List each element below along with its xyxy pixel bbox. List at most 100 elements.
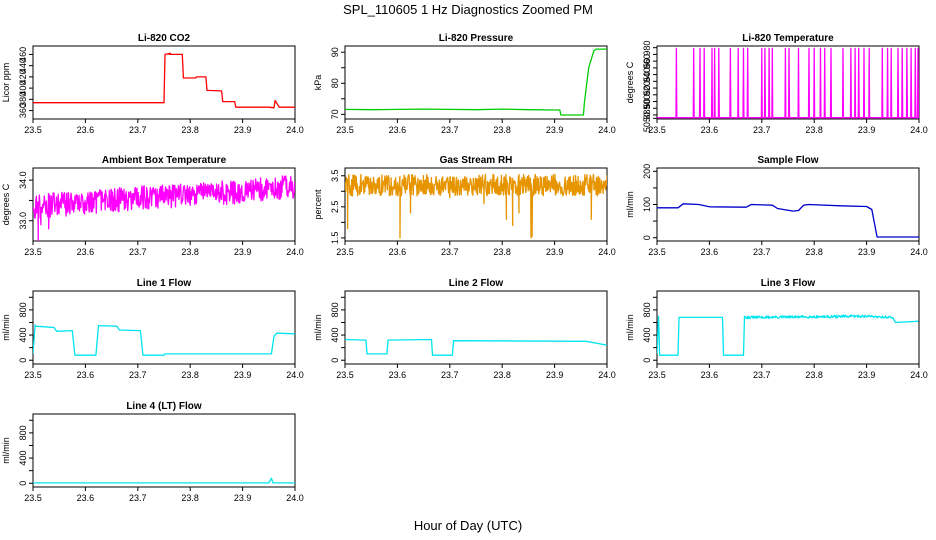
y-tick-label: 50.900 [642,94,652,122]
y-axis-label: percent [313,189,323,220]
x-tick-label: 23.7 [129,370,147,380]
x-tick-label: 23.6 [77,493,95,503]
plot-frame [32,45,296,120]
series-line [33,52,295,109]
y-tick-label: 50.960 [642,54,652,82]
y-tick-label: 3.5 [330,170,340,183]
y-tick-label: 0 [330,358,340,363]
y-tick-label: 400 [18,328,28,343]
y-axis-label: degrees C [625,61,635,103]
y-tick-label: 50.885 [642,105,652,133]
x-tick-label: 23.7 [753,125,771,135]
y-tick-label: 800 [642,302,652,317]
x-tick-label: 23.8 [805,125,823,135]
chart-panel: Line 2 Flow 23.5 23.6 23.7 23.8 23.9 24.0 0 400 8… [313,278,616,380]
y-axis-label: ml/min [625,314,635,341]
series-line [33,324,295,356]
x-tick-label: 23.6 [389,125,407,135]
x-tick-label: 24.0 [910,125,928,135]
plot-frame [344,167,608,242]
series-line [33,477,295,484]
chart-panel: Ambient Box Temperature 23.5 23.6 23.7 23.8 2… [1,155,304,257]
panel-title: Line 2 Flow [449,278,504,289]
y-axis-label: kPa [313,75,323,91]
y-tick-label: 100 [642,197,652,212]
y-tick-label: 400 [18,451,28,466]
plot-frame [656,45,920,120]
series-line [33,175,295,241]
x-tick-label: 23.9 [234,493,252,503]
panel-grid: Li-820 CO2 23.5 23.6 23.7 23.8 23.9 24.0 360380… [1,33,928,503]
y-tick-label: 420 [18,69,28,84]
y-tick-label: 400 [642,328,652,343]
series-line [345,338,607,356]
y-tick-label: 1.5 [330,232,340,245]
y-tick-label: 800 [18,425,28,440]
x-tick-label: 23.9 [234,370,252,380]
x-tick-label: 23.7 [441,370,459,380]
y-tick-label: 80 [330,78,340,88]
y-tick-label: 2.5 [330,201,340,214]
x-tick-label: 24.0 [286,125,304,135]
x-tick-label: 23.5 [24,125,42,135]
panel-title: Line 1 Flow [137,278,192,289]
panel-title: Ambient Box Temperature [102,155,227,166]
y-tick-label: 0 [18,358,28,363]
x-tick-label: 23.5 [24,493,42,503]
series-line [345,173,607,239]
y-tick-label: 460 [18,47,28,62]
x-tick-label: 23.7 [441,125,459,135]
y-axis-label: Licor ppm [1,63,11,103]
plot-frame [656,290,920,365]
chart-panel: Gas Stream RH 23.5 23.6 23.7 23.8 23.9 24.0 1.5… [313,155,616,257]
y-axis-label: ml/min [625,191,635,218]
y-tick-label: 0 [18,481,28,486]
panel-title: Sample Flow [757,155,818,166]
x-tick-label: 23.7 [129,125,147,135]
chart-panel: Line 3 Flow 23.5 23.6 23.7 23.8 23.9 24.0 0 400 8… [625,278,928,380]
figure-title: SPL_110605 1 Hz Diagnostics Zoomed PM [343,2,593,17]
x-tick-label: 23.7 [129,493,147,503]
y-tick-label: 380 [18,92,28,107]
x-tick-label: 23.7 [441,247,459,257]
x-tick-label: 24.0 [286,370,304,380]
x-tick-label: 24.0 [910,370,928,380]
chart-panel: Li-820 CO2 23.5 23.6 23.7 23.8 23.9 24.0 360380… [1,33,304,135]
x-tick-label: 23.8 [493,370,511,380]
y-axis-label: degrees C [1,183,11,225]
chart-panel: Line 4 (LT) Flow 23.5 23.6 23.7 23.8 23.9 24.0… [1,401,304,503]
x-tick-label: 23.9 [858,247,876,257]
x-tick-label: 24.0 [286,493,304,503]
x-tick-label: 23.6 [701,370,719,380]
x-tick-label: 23.5 [648,370,666,380]
x-tick-label: 23.6 [701,247,719,257]
plot-frame [32,413,296,488]
x-tick-label: 23.9 [234,247,252,257]
x-tick-label: 23.6 [77,370,95,380]
y-tick-label: 70 [330,109,340,119]
x-tick-label: 24.0 [598,247,616,257]
x-tick-label: 23.6 [389,370,407,380]
y-tick-label: 400 [18,81,28,96]
x-tick-label: 23.7 [753,247,771,257]
x-tick-label: 23.8 [493,125,511,135]
plot-frame [32,167,296,242]
series-line [345,48,607,116]
chart-panel: Li-820 Pressure 23.5 23.6 23.7 23.8 23.9 24.0 7… [313,33,616,135]
y-axis-label: ml/min [313,314,323,341]
x-tick-label: 23.5 [648,125,666,135]
x-tick-label: 23.9 [234,125,252,135]
x-tick-label: 23.9 [858,370,876,380]
panel-title: Li-820 Pressure [439,33,514,44]
y-axis-label: ml/min [1,314,11,341]
y-tick-label: 200 [642,164,652,179]
panel-title: Gas Stream RH [440,155,513,166]
y-axis-label: ml/min [1,437,11,464]
x-tick-label: 23.7 [129,247,147,257]
x-tick-label: 23.5 [336,370,354,380]
x-tick-label: 23.6 [701,125,719,135]
y-tick-label: 800 [18,302,28,317]
chart-panel: Li-820 Temperature 23.5 23.6 23.7 23.8 23.9 24… [625,33,928,135]
y-tick-label: 90 [330,47,340,57]
